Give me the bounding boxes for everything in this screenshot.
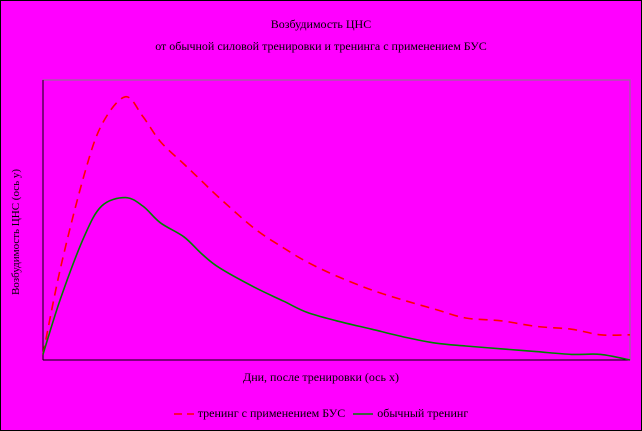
y-axis-label: Возбудимость ЦНС (ось y) <box>10 168 22 296</box>
legend-solid-green-swatch <box>353 412 374 415</box>
series-line-0 <box>42 95 631 355</box>
legend-label-regular: обычный тренинг <box>377 406 469 420</box>
legend: тренинг с применением БУС обычный тренин… <box>0 406 642 421</box>
series-line-1 <box>42 196 631 361</box>
legend-item-regular: обычный тренинг <box>353 406 468 421</box>
legend-item-bus: тренинг с применением БУС <box>173 406 346 421</box>
plot-area <box>42 79 631 361</box>
chart-subtitle: от обычной силовой тренировки и тренинга… <box>155 39 487 53</box>
legend-dashed-red-swatch <box>173 412 194 415</box>
chart-title: Возбудимость ЦНС <box>270 17 372 31</box>
legend-label-bus: тренинг с применением БУС <box>197 406 346 420</box>
x-axis-label: Дни, после тренировки (ось x) <box>243 370 399 384</box>
